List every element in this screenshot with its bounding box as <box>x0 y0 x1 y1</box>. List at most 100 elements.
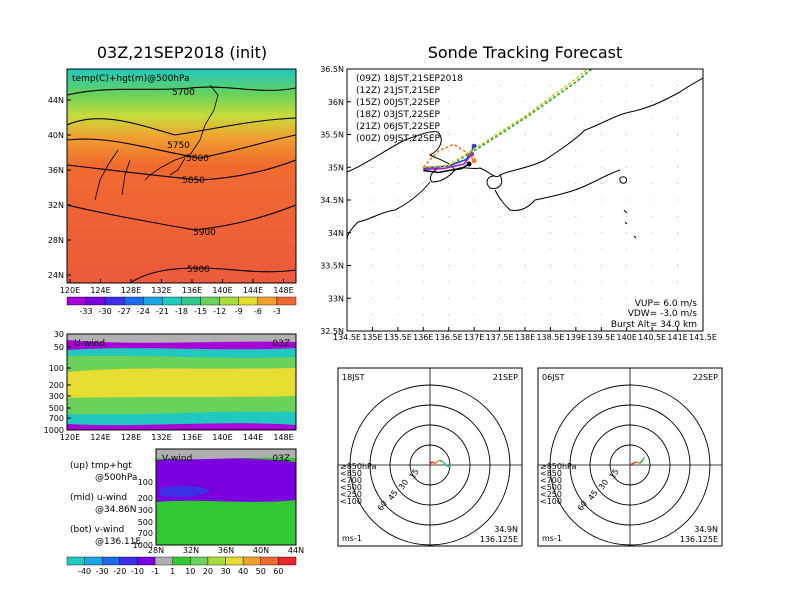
lon-tick-label: 137E <box>464 333 484 342</box>
contour-label-5900b: 5900 <box>187 265 210 275</box>
grid-dot <box>524 215 526 217</box>
grid-dot <box>651 297 653 299</box>
grid-dot <box>524 134 526 135</box>
temp-map-frame <box>66 68 297 284</box>
grid-dot <box>600 215 602 217</box>
lat-tick-label: 36N <box>48 166 64 175</box>
pressure-legend-item: <500 <box>340 483 362 492</box>
vwind-layer-blue <box>160 485 210 498</box>
contour-label-5800: 5800 <box>186 154 209 164</box>
hodo-lat: 34.9N <box>694 525 718 534</box>
track-line <box>423 153 473 170</box>
grid-dot <box>499 281 501 283</box>
grid-dot <box>600 150 602 152</box>
lon-tick-label: 138E <box>515 333 535 342</box>
grid-dot <box>651 281 653 283</box>
grid-dot <box>549 232 551 234</box>
hodo-lon: 136.125E <box>480 535 518 544</box>
grid-dot <box>677 84 679 86</box>
grid-dot <box>524 248 526 250</box>
grid-dot <box>524 297 526 299</box>
grid-dot <box>448 150 450 152</box>
lat-tick-label: 44N <box>288 546 304 555</box>
colorbar-label: -30 <box>99 307 112 316</box>
colorbar-label: -24 <box>137 307 150 316</box>
grid-dot <box>549 117 551 119</box>
grid-dot <box>549 199 551 201</box>
grid-dot <box>422 150 424 152</box>
grid-dot <box>575 314 577 316</box>
lon-tick-label: 138.5E <box>536 333 564 342</box>
grid-dot <box>448 183 450 185</box>
grid-dot <box>600 117 602 119</box>
uwind-frame <box>66 333 297 431</box>
temp-map-label: temp(C)+hgt(m)@500hPa <box>72 74 190 84</box>
note-mid-l1: (mid) u-wind <box>70 493 127 503</box>
grid-dot <box>600 265 602 266</box>
colorbar-swatch <box>119 556 138 566</box>
grid-dot <box>524 150 526 152</box>
hodo-date: 22SEP <box>693 373 718 382</box>
grid-dot <box>651 232 653 234</box>
grid-dot <box>422 297 424 299</box>
japan-coast <box>94 84 219 201</box>
grid-dot <box>448 134 450 135</box>
grid-dot <box>524 281 526 283</box>
colorbar-label: -21 <box>156 307 169 316</box>
grid-dot <box>397 134 399 135</box>
grid-dot <box>422 281 424 283</box>
legend-18z: (18Z) 03JST,22SEP <box>356 110 441 120</box>
pressure-tick-label: 700 <box>138 529 153 538</box>
track-legend: (09Z) 18JST,21SEP2018 (12Z) 21JST,21SEP … <box>356 74 463 144</box>
param-burst: Burst Alt= 34.0 km <box>611 320 697 330</box>
lon-tick-label: 136E <box>413 333 433 342</box>
grid-dot <box>524 101 526 103</box>
hodo-segment <box>639 459 644 464</box>
lon-tick-label: 124E <box>90 286 110 295</box>
colorbar-label: -10 <box>131 567 144 576</box>
hodo-lat: 34.9N <box>494 525 518 534</box>
contour-5800 <box>67 134 296 159</box>
uwind-layer-grey <box>67 334 296 343</box>
lon-tick-label: 128E <box>121 433 141 442</box>
lon-tick-label: 135E <box>362 333 382 342</box>
grid-dot <box>626 117 628 119</box>
uwind-time: 03Z <box>272 339 290 349</box>
grid-dot <box>422 248 424 250</box>
vwind-panel: V-wind 03Z 100 200 300 500 700 1000 28N 32N 36N… <box>66 448 304 576</box>
grid-dot <box>651 84 653 86</box>
grid-dot <box>422 265 424 266</box>
grid-dot <box>651 248 653 250</box>
temp-map-panel: temp(C)+hgt(m)@500hPa 5700 5750 5800 585… <box>48 68 297 316</box>
pressure-legend-item: <500 <box>540 483 562 492</box>
grid-dot <box>600 248 602 250</box>
lon-tick-label: 139.5E <box>587 333 615 342</box>
grid-dot <box>499 215 501 217</box>
grid-dot <box>499 297 501 299</box>
grid-dot <box>626 150 628 152</box>
lon-tick-label: 132E <box>151 433 171 442</box>
grid-dot <box>397 199 399 201</box>
colorbar-swatch <box>162 296 182 306</box>
grid-dot <box>575 183 577 185</box>
colorbar-swatch <box>276 296 297 306</box>
grid-dot <box>600 297 602 299</box>
pressure-legend-item: <700 <box>540 476 562 485</box>
pressure-tick-label: 300 <box>138 506 153 515</box>
contour-5700 <box>67 86 296 96</box>
temp-colorbar: -33 -30 -27 -24 -21 -18 -15 -12 -9 -6 -3 <box>66 296 297 316</box>
grid-dot <box>499 314 501 316</box>
colorbar-swatch <box>124 296 144 306</box>
grid-dot <box>575 199 577 201</box>
lat-tick-label: 24N <box>48 271 64 280</box>
pressure-tick-label: 100 <box>138 478 153 487</box>
grid-dot <box>651 150 653 152</box>
colorbar-swatch <box>154 556 173 566</box>
colorbar-label: -12 <box>213 307 226 316</box>
pressure-tick-label: 100 <box>49 364 64 373</box>
note-up-l2: @500hPa <box>95 473 137 483</box>
colorbar-swatch <box>104 296 125 306</box>
grid-dot <box>524 232 526 234</box>
